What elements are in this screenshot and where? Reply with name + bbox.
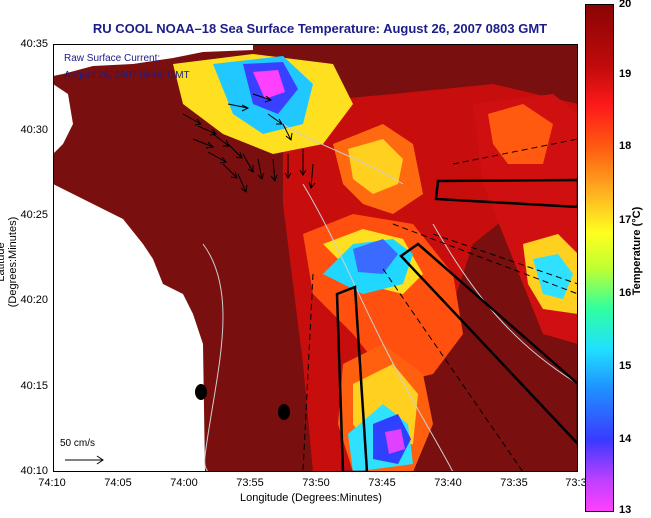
temperature-colorbar	[585, 4, 614, 512]
colorbar-tick: 18	[619, 140, 632, 152]
buoy-marker-2	[278, 404, 290, 420]
sst-magenta-south	[385, 429, 405, 454]
sst-map[interactable]	[53, 44, 578, 472]
x-tick: 73:45	[368, 477, 396, 489]
colorbar-tick: 19	[619, 68, 632, 80]
depth-contour-3	[432, 223, 578, 385]
x-tick: 73:55	[236, 477, 264, 489]
dashed-line-2	[382, 268, 524, 472]
depth-contour-4	[282, 123, 404, 185]
colorbar-tick: 14	[619, 433, 632, 445]
dashed-line-1	[392, 223, 578, 295]
y-axis-title: Latitude (Degrees:Minutes)	[0, 216, 19, 308]
colorbar-title: Temperature (°C)	[631, 206, 643, 296]
colorbar-tick: 15	[619, 360, 632, 372]
y-tick: 40:25	[20, 209, 48, 221]
x-tick: 74:10	[38, 477, 66, 489]
current-vectors	[182, 93, 316, 193]
y-tick: 40:35	[20, 38, 48, 50]
x-tick: 73:50	[302, 477, 330, 489]
y-tick: 40:15	[20, 380, 48, 392]
current-label: Raw Surface Current:	[64, 53, 161, 64]
depth-contour	[202, 243, 224, 472]
x-tick: 73:3	[565, 477, 587, 489]
sst-blue-mid	[353, 239, 398, 274]
colorbar-tick: 17	[619, 214, 632, 226]
scale-label: 50 cm/s	[60, 438, 96, 449]
sst-east-patch-3	[533, 254, 573, 299]
channel-outline-diag	[399, 242, 578, 446]
sst-east-patch	[488, 104, 553, 164]
y-tick: 40:20	[20, 294, 48, 306]
x-tick: 73:35	[500, 477, 528, 489]
x-tick: 74:05	[104, 477, 132, 489]
dashed-line-5	[432, 233, 578, 285]
colorbar-tick: 20	[619, 0, 632, 10]
x-tick: 73:40	[434, 477, 462, 489]
channel-outline-south	[335, 285, 369, 472]
sst-yellow-plume	[348, 139, 403, 194]
y-tick: 40:30	[20, 124, 48, 136]
x-axis-title: Longitude (Degrees:Minutes)	[240, 492, 382, 504]
colorbar-tick: 16	[619, 287, 632, 299]
map-title: RU COOL NOAA–18 Sea Surface Temperature:…	[92, 21, 548, 36]
sst-north-magenta	[253, 70, 285, 99]
depth-contour-2	[302, 183, 454, 472]
dashed-line-4	[452, 138, 578, 165]
x-tick: 74:00	[170, 477, 198, 489]
current-date-label: August 26, 2007 08:00 GMT	[64, 70, 190, 81]
land-mass	[53, 44, 253, 76]
channel-outline-east	[434, 178, 578, 209]
dashed-line-3	[302, 273, 314, 472]
land-mass-nw	[53, 84, 73, 154]
land-mass-west	[53, 184, 205, 472]
colorbar-tick: 13	[619, 504, 632, 516]
buoy-marker	[195, 384, 207, 400]
sst-map-canvas	[53, 44, 578, 472]
y-tick: 40:10	[20, 465, 48, 477]
scale-vector	[65, 455, 104, 465]
